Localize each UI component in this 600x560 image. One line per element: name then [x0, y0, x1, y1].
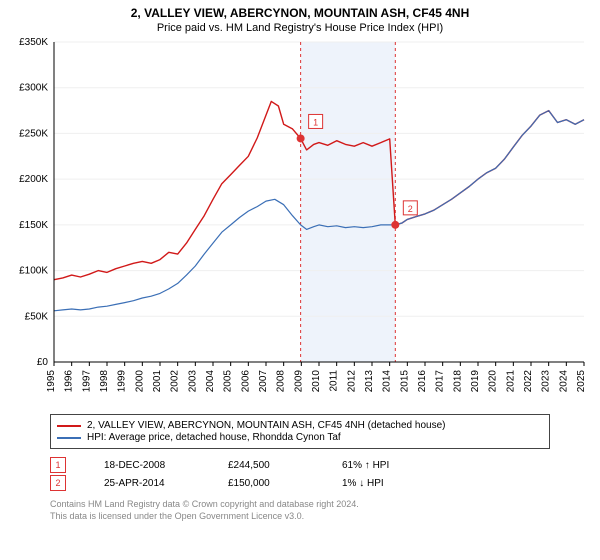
footnote-line: Contains HM Land Registry data © Crown c…: [50, 499, 550, 511]
svg-text:2014: 2014: [382, 370, 393, 393]
svg-text:2016: 2016: [417, 370, 428, 393]
svg-text:1995: 1995: [46, 370, 57, 393]
svg-text:2018: 2018: [452, 370, 463, 393]
svg-text:£100K: £100K: [19, 266, 48, 277]
svg-text:£0: £0: [37, 357, 49, 368]
svg-text:£150K: £150K: [19, 220, 48, 231]
svg-text:2: 2: [408, 204, 413, 214]
event-row: 1 18-DEC-2008 £244,500 61% ↑ HPI: [50, 457, 550, 473]
svg-text:2025: 2025: [576, 370, 587, 393]
svg-text:2000: 2000: [134, 370, 145, 393]
event-date: 25-APR-2014: [104, 478, 204, 489]
svg-text:1996: 1996: [64, 370, 75, 393]
svg-text:2004: 2004: [205, 370, 216, 393]
svg-text:2013: 2013: [364, 370, 375, 393]
event-price: £150,000: [228, 478, 318, 489]
svg-text:2001: 2001: [152, 370, 163, 393]
svg-text:2006: 2006: [240, 370, 251, 393]
chart: £0 £50K £100K £150K £200K £250K £300K £350K 1 2 19…: [10, 38, 590, 408]
svg-text:£250K: £250K: [19, 128, 48, 139]
svg-text:£50K: £50K: [25, 311, 49, 322]
event-row: 2 25-APR-2014 £150,000 1% ↓ HPI: [50, 475, 550, 491]
legend-label: HPI: Average price, detached house, Rhon…: [87, 432, 341, 443]
legend-item-property: 2, VALLEY VIEW, ABERCYNON, MOUNTAIN ASH,…: [57, 420, 543, 431]
svg-text:2009: 2009: [293, 370, 304, 393]
event-date: 18-DEC-2008: [104, 460, 204, 471]
legend-label: 2, VALLEY VIEW, ABERCYNON, MOUNTAIN ASH,…: [87, 420, 445, 431]
svg-text:2017: 2017: [435, 370, 446, 393]
event-delta: 1% ↓ HPI: [342, 478, 384, 489]
svg-text:2011: 2011: [329, 370, 340, 392]
svg-text:£350K: £350K: [19, 38, 48, 48]
svg-text:2007: 2007: [258, 370, 269, 393]
event-price: £244,500: [228, 460, 318, 471]
event-table: 1 18-DEC-2008 £244,500 61% ↑ HPI 2 25-AP…: [50, 455, 550, 493]
svg-text:1: 1: [313, 117, 318, 127]
svg-text:2024: 2024: [558, 370, 569, 393]
svg-text:1997: 1997: [81, 370, 92, 393]
svg-text:£300K: £300K: [19, 83, 48, 94]
event-delta: 61% ↑ HPI: [342, 460, 389, 471]
svg-text:2012: 2012: [346, 370, 357, 393]
event-badge: 1: [50, 457, 66, 473]
svg-text:2010: 2010: [311, 370, 322, 393]
chart-svg: £0 £50K £100K £150K £200K £250K £300K £350K 1 2 19…: [10, 38, 590, 408]
svg-text:1998: 1998: [99, 370, 110, 393]
svg-text:2023: 2023: [541, 370, 552, 393]
legend-swatch: [57, 425, 81, 427]
svg-text:2002: 2002: [170, 370, 181, 393]
legend-swatch: [57, 437, 81, 439]
svg-text:2020: 2020: [488, 370, 499, 393]
legend-item-hpi: HPI: Average price, detached house, Rhon…: [57, 432, 543, 443]
svg-text:£200K: £200K: [19, 174, 48, 185]
legend: 2, VALLEY VIEW, ABERCYNON, MOUNTAIN ASH,…: [50, 414, 550, 449]
svg-text:1999: 1999: [117, 370, 128, 393]
svg-text:2019: 2019: [470, 370, 481, 393]
svg-text:2003: 2003: [187, 370, 198, 393]
svg-text:2015: 2015: [399, 370, 410, 393]
footnote: Contains HM Land Registry data © Crown c…: [50, 499, 550, 522]
svg-text:2008: 2008: [276, 370, 287, 393]
svg-text:2005: 2005: [223, 370, 234, 393]
footnote-line: This data is licensed under the Open Gov…: [50, 511, 550, 523]
chart-title: 2, VALLEY VIEW, ABERCYNON, MOUNTAIN ASH,…: [10, 6, 590, 20]
event-badge: 2: [50, 475, 66, 491]
svg-text:2021: 2021: [505, 370, 516, 393]
svg-text:2022: 2022: [523, 370, 534, 393]
chart-subtitle: Price paid vs. HM Land Registry's House …: [10, 22, 590, 34]
